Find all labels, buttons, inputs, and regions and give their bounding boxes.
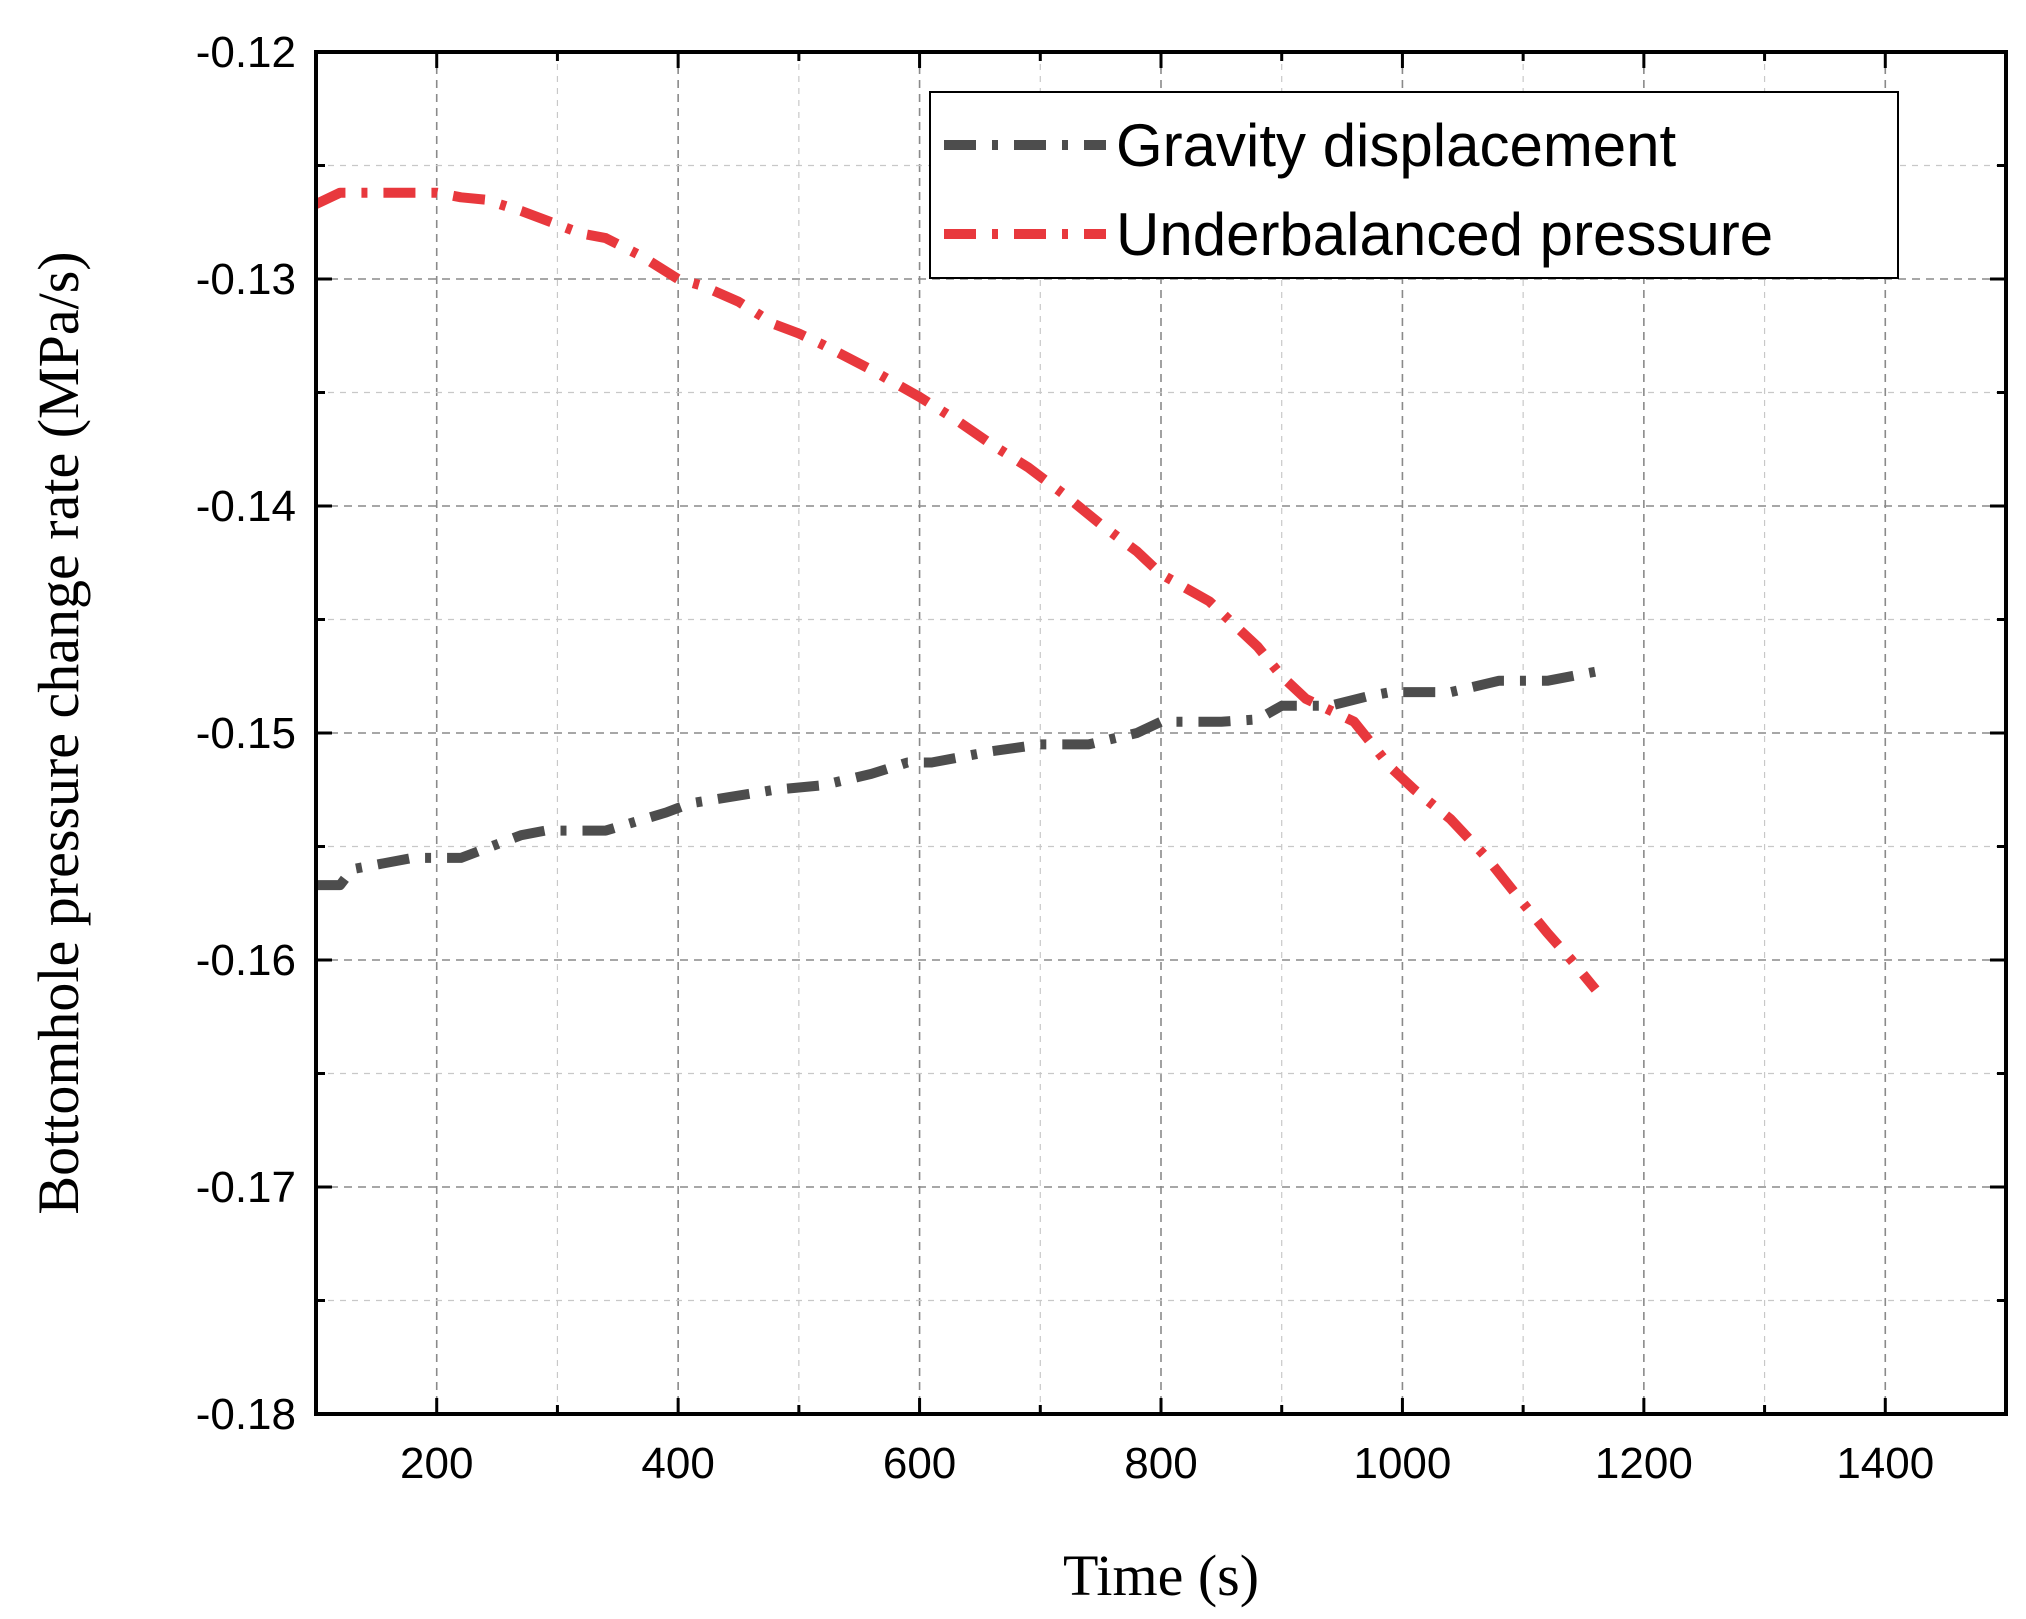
legend-box	[929, 91, 1899, 279]
series-line-underbalanced-pressure	[313, 187, 1600, 993]
x-tick-label: 1000	[1353, 1439, 1451, 1488]
y-tick-label: -0.12	[196, 28, 296, 77]
series-line-gravity-displacement	[316, 664, 1609, 891]
x-tick-label: 1400	[1836, 1439, 1934, 1488]
y-tick-label: -0.15	[196, 709, 296, 758]
y-tick-label: -0.13	[196, 255, 296, 304]
legend: Gravity displacement Underbalanced press…	[929, 91, 1899, 279]
x-tick-label: 600	[883, 1439, 956, 1488]
y-tick-label: -0.14	[196, 482, 296, 531]
legend-label-gravity-displacement: Gravity displacement	[1116, 112, 1677, 179]
ticks: 200 400 600 800 1000 1200 1400 -0.18 -0.17 -0.16 -…	[196, 28, 2006, 1488]
y-tick-label: -0.18	[196, 1390, 296, 1439]
series-layer	[313, 187, 1609, 993]
x-tick-label: 800	[1124, 1439, 1197, 1488]
x-tick-label: 200	[400, 1439, 473, 1488]
x-axis-title: Time (s)	[1063, 1543, 1259, 1608]
x-tick-label: 400	[641, 1439, 714, 1488]
x-tick-label: 1200	[1595, 1439, 1693, 1488]
y-tick-label: -0.16	[196, 936, 296, 985]
y-axis-title: Bottomhole pressure change rate (MPa/s)	[26, 251, 91, 1214]
legend-label-underbalanced-pressure: Underbalanced pressure	[1116, 201, 1773, 268]
y-tick-label: -0.17	[196, 1163, 296, 1212]
